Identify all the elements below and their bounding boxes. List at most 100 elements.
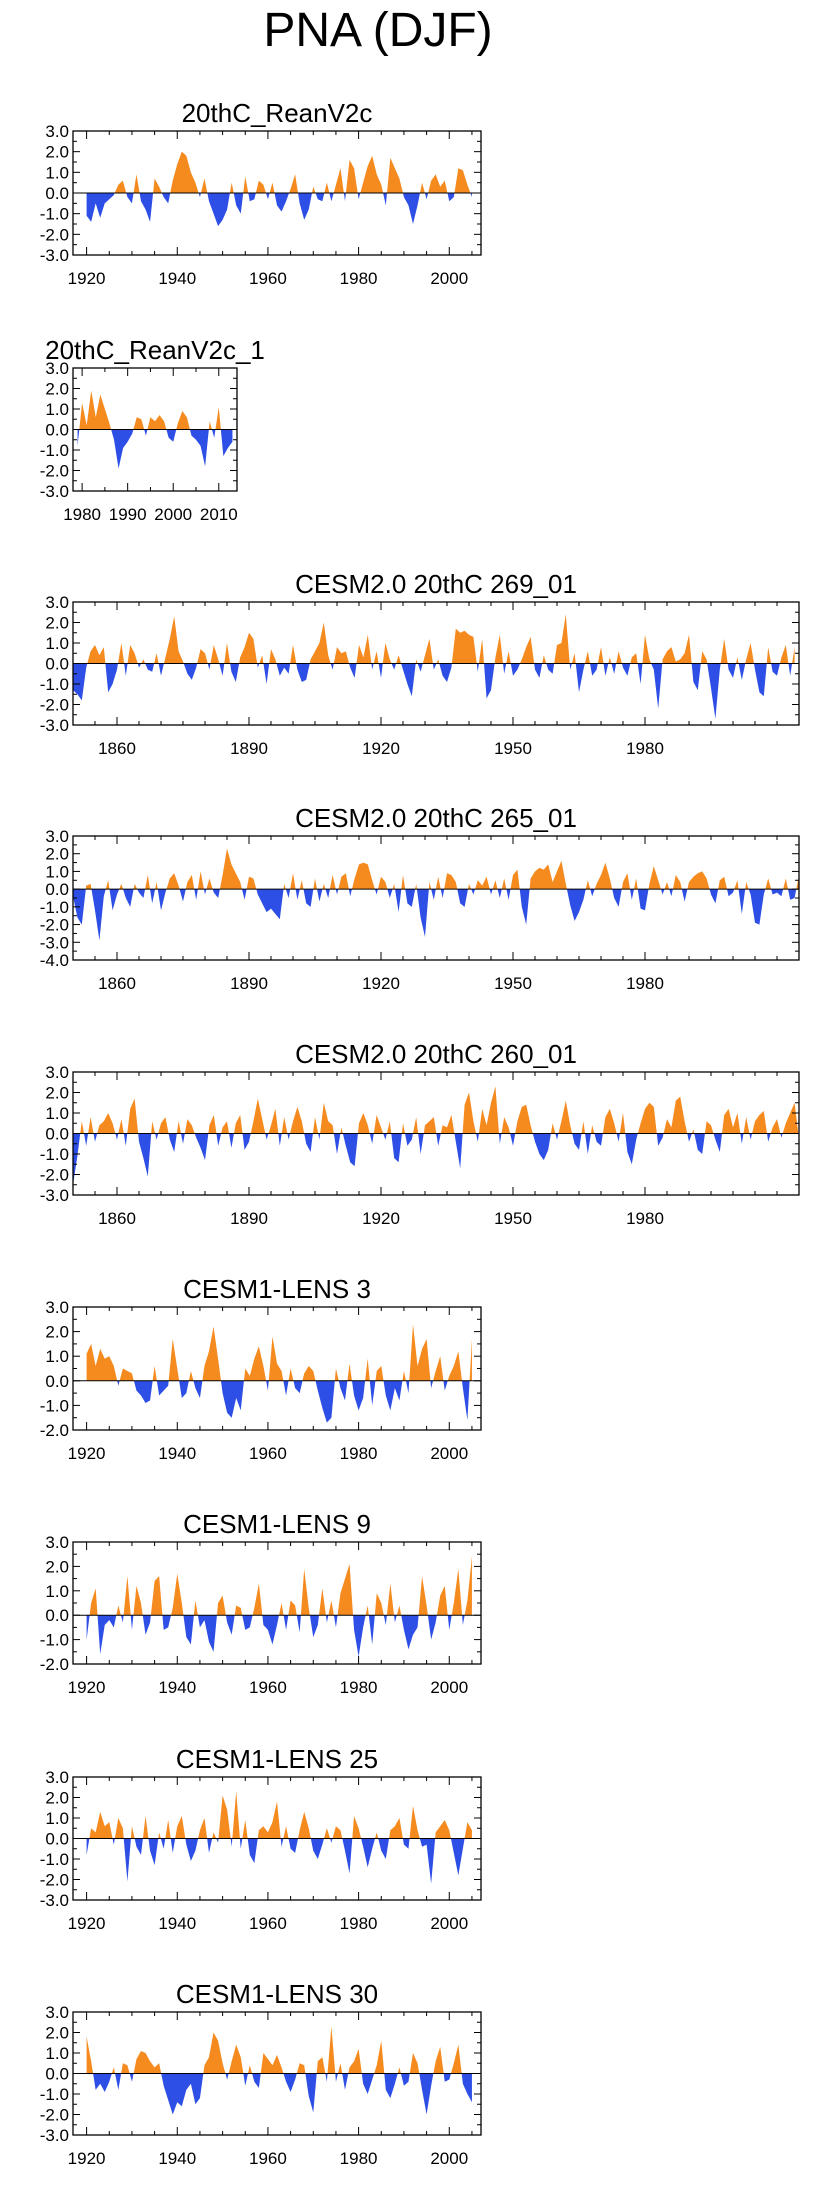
y-tick-label: 0.0 [45, 1125, 69, 1144]
panel-title: CESM1-LENS 3 [183, 1274, 371, 1304]
x-tick-label: 1980 [340, 1678, 378, 1697]
y-tick-label: 3.0 [45, 593, 69, 612]
x-tick-label: 1960 [249, 1914, 287, 1933]
y-tick-label: 0.0 [45, 1830, 69, 1849]
y-tick-label: 1.0 [45, 2044, 69, 2063]
panel-title: CESM2.0 20thC 265_01 [295, 803, 577, 833]
x-tick-label: 1980 [626, 974, 664, 993]
y-tick-label: 3.0 [45, 1768, 69, 1787]
x-tick-label: 1940 [158, 1444, 196, 1463]
y-tick-label: 3.0 [45, 1063, 69, 1082]
y-tick-label: 1.0 [45, 400, 69, 419]
x-tick-label: 1980 [340, 269, 378, 288]
y-tick-label: 2.0 [45, 614, 69, 633]
y-tick-label: 3.0 [45, 122, 69, 141]
x-tick-label: 1980 [626, 1209, 664, 1228]
y-tick-label: -3.0 [40, 933, 69, 952]
x-tick-label: 1990 [109, 505, 147, 524]
y-tick-label: -1.0 [40, 441, 69, 460]
positive-series-area [86, 1791, 472, 1839]
y-tick-label: 2.0 [45, 1789, 69, 1808]
x-tick-label: 1890 [230, 739, 268, 758]
panel-title: CESM1-LENS 25 [176, 1744, 378, 1774]
positive-series-area [73, 1086, 799, 1134]
y-tick-label: 1.0 [45, 1104, 69, 1123]
y-tick-label: -2.0 [40, 462, 69, 481]
x-tick-label: 1920 [68, 1678, 106, 1697]
x-tick-label: 1980 [340, 1444, 378, 1463]
negative-series-area [73, 1133, 799, 1185]
y-tick-label: -3.0 [40, 482, 69, 501]
y-tick-label: 0.0 [45, 1606, 69, 1625]
x-tick-label: 1980 [340, 2149, 378, 2168]
y-tick-label: 2.0 [45, 1084, 69, 1103]
y-tick-label: 2.0 [45, 380, 69, 399]
y-tick-label: -1.0 [40, 1396, 69, 1415]
y-tick-label: 3.0 [45, 1298, 69, 1317]
panel-title: CESM2.0 20thC 269_01 [295, 569, 577, 599]
y-tick-label: 3.0 [45, 1533, 69, 1552]
figure-title: PNA (DJF) [263, 4, 492, 57]
negative-series-area [86, 2073, 472, 2115]
x-tick-label: 2010 [200, 505, 238, 524]
y-tick-label: 2.0 [45, 1557, 69, 1576]
panel-title: CESM1-LENS 30 [176, 1979, 378, 2009]
y-tick-label: 2.0 [45, 1323, 69, 1342]
x-tick-label: 2000 [430, 269, 468, 288]
y-tick-label: -2.0 [40, 696, 69, 715]
x-tick-label: 2000 [154, 505, 192, 524]
chart-panel: CESM1-LENS 30 3.0 2.01.0 0.0-1.0 -2.0-3.0 192… [40, 1979, 482, 2168]
y-tick-label: -2.0 [40, 1421, 69, 1440]
y-tick-label: -2.0 [40, 1871, 69, 1890]
y-tick-label: 1.0 [45, 1347, 69, 1366]
chart-panel: 20thC_ReanV2c 3.0 2.01.0 0.0 -1.0-2.0 -3.0 192… [40, 98, 482, 288]
y-tick-label: -1.0 [40, 1631, 69, 1650]
plot-frame [72, 835, 800, 961]
y-tick-label: -1.0 [40, 1145, 69, 1164]
y-tick-label: 1.0 [45, 163, 69, 182]
y-tick-label: -1.0 [40, 1850, 69, 1869]
y-tick-label: -2.0 [40, 225, 69, 244]
x-tick-label: 1940 [158, 2149, 196, 2168]
y-tick-label: -3.0 [40, 246, 69, 265]
y-tick-label: -2.0 [40, 1655, 69, 1674]
y-tick-label: 1.0 [45, 634, 69, 653]
x-tick-label: 2000 [430, 1444, 468, 1463]
positive-series-area [85, 848, 799, 890]
chart-panel: CESM2.0 20thC 269_01 3.0 2.01.0 0.0-1.0 -2.0… [40, 569, 800, 758]
x-tick-label: 2000 [430, 1678, 468, 1697]
y-tick-label: -3.0 [40, 1186, 69, 1205]
x-tick-label: 1920 [68, 2149, 106, 2168]
y-tick-label: 3.0 [45, 359, 69, 378]
y-tick-label: 0.0 [45, 655, 69, 674]
panel-title: CESM2.0 20thC 260_01 [295, 1039, 577, 1069]
negative-series-area [73, 663, 795, 719]
x-tick-label: 1920 [362, 739, 400, 758]
chart-panel: 20thC_ReanV2c_13.0 2.01.0 0.0-1.0 -2.0-3.0 1… [40, 335, 265, 524]
y-tick-label: 3.0 [45, 827, 69, 846]
y-tick-label: 0.0 [45, 421, 69, 440]
y-tick-label: 2.0 [45, 845, 69, 864]
y-tick-label: -3.0 [40, 1891, 69, 1910]
x-tick-label: 1980 [626, 739, 664, 758]
x-tick-label: 1860 [98, 739, 136, 758]
y-tick-label: 1.0 [45, 1809, 69, 1828]
x-tick-label: 2000 [430, 2149, 468, 2168]
x-tick-label: 1920 [362, 974, 400, 993]
y-tick-label: 2.0 [45, 2024, 69, 2043]
x-tick-label: 1960 [249, 2149, 287, 2168]
y-tick-label: -1.0 [40, 205, 69, 224]
chart-panel: CESM1-LENS 9 3.0 2.0 1.0 0.0 -1.0 -2.0 1920 1940… [40, 1509, 482, 1697]
x-tick-label: 1950 [494, 1209, 532, 1228]
positive-series-area [86, 1324, 472, 1381]
y-tick-label: 0.0 [45, 880, 69, 899]
x-tick-label: 1960 [249, 1678, 287, 1697]
negative-series-area [86, 1615, 472, 1657]
x-tick-label: 2000 [430, 1914, 468, 1933]
positive-series-area [77, 390, 233, 430]
negative-series-area [73, 889, 799, 941]
chart-panel: CESM2.0 20thC 265_01 3.02.01.00.0-1.0-2.0… [40, 803, 800, 993]
x-tick-label: 1860 [98, 1209, 136, 1228]
x-tick-label: 1920 [362, 1209, 400, 1228]
